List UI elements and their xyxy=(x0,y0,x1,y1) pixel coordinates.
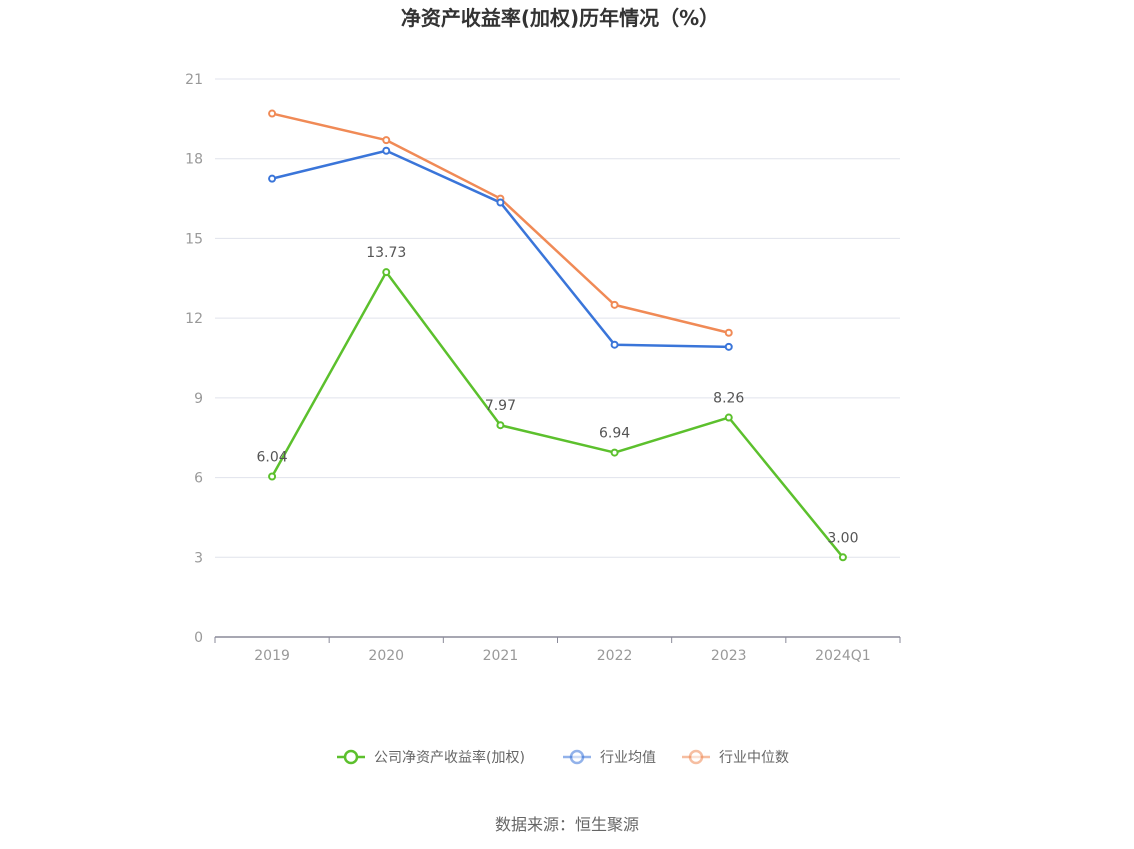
series-lines xyxy=(270,112,844,559)
x-tick-label: 2019 xyxy=(254,648,290,664)
legend-label: 公司净资产收益率(加权) xyxy=(374,749,525,766)
data-point xyxy=(724,328,733,337)
data-point xyxy=(610,448,619,457)
y-tick-label: 18 xyxy=(185,152,203,168)
y-tick-label: 6 xyxy=(194,471,203,487)
data-point xyxy=(838,553,847,562)
data-label: 8.26 xyxy=(713,391,744,407)
x-axis: 2019 2020 2021 2022 2023 2024Q1 xyxy=(214,636,901,664)
data-label: 13.73 xyxy=(366,245,406,261)
data-point xyxy=(610,300,619,309)
data-point xyxy=(382,136,391,145)
y-tick-label: 15 xyxy=(185,231,203,247)
data-source: 数据来源：恒生聚源 xyxy=(495,815,639,834)
data-point xyxy=(496,198,505,207)
data-point xyxy=(610,340,619,349)
x-tick-label: 2020 xyxy=(368,648,404,664)
x-tick-label: 2022 xyxy=(597,648,633,664)
data-label: 6.94 xyxy=(599,426,630,442)
y-tick-label: 0 xyxy=(194,630,203,646)
data-point xyxy=(268,109,277,118)
legend-item-0[interactable]: 公司净资产收益率(加权) xyxy=(337,749,525,766)
x-tick-label: 2021 xyxy=(483,648,519,664)
data-label: 7.97 xyxy=(485,398,516,414)
series-line-2 xyxy=(271,112,730,334)
chart-title: 净资产收益率(加权)历年情况（%） xyxy=(401,6,719,30)
y-tick-label: 9 xyxy=(194,391,203,407)
legend[interactable]: 公司净资产收益率(加权) 行业均值 行业中位数 xyxy=(337,749,789,766)
data-label: 6.04 xyxy=(256,450,287,466)
series-line-0 xyxy=(270,270,844,559)
x-tick-label: 2023 xyxy=(711,648,747,664)
legend-marker xyxy=(343,749,359,765)
data-label: 3.00 xyxy=(827,530,858,546)
data-point xyxy=(268,472,277,481)
data-point xyxy=(382,268,391,277)
y-tick-label: 3 xyxy=(194,550,203,566)
y-tick-label: 12 xyxy=(185,311,203,327)
data-point xyxy=(382,146,391,155)
data-point xyxy=(724,413,733,422)
legend-label: 行业均值 xyxy=(600,750,656,766)
legend-item-2[interactable]: 行业中位数 xyxy=(682,749,789,766)
data-point xyxy=(724,342,733,351)
data-point xyxy=(496,421,505,430)
series-points xyxy=(268,109,847,562)
legend-label: 行业中位数 xyxy=(719,750,789,766)
series-line-1 xyxy=(271,149,729,349)
legend-marker xyxy=(688,749,704,765)
gridlines xyxy=(215,78,900,558)
data-labels: 6.04 13.73 7.97 6.94 8.26 3.00 xyxy=(256,245,858,546)
x-tick-label: 2024Q1 xyxy=(815,648,871,664)
y-tick-label: 21 xyxy=(185,72,203,88)
data-point xyxy=(268,174,277,183)
legend-item-1[interactable]: 行业均值 xyxy=(563,749,656,766)
legend-marker xyxy=(569,749,585,765)
y-axis: 0 3 6 9 12 15 18 21 xyxy=(185,72,203,646)
